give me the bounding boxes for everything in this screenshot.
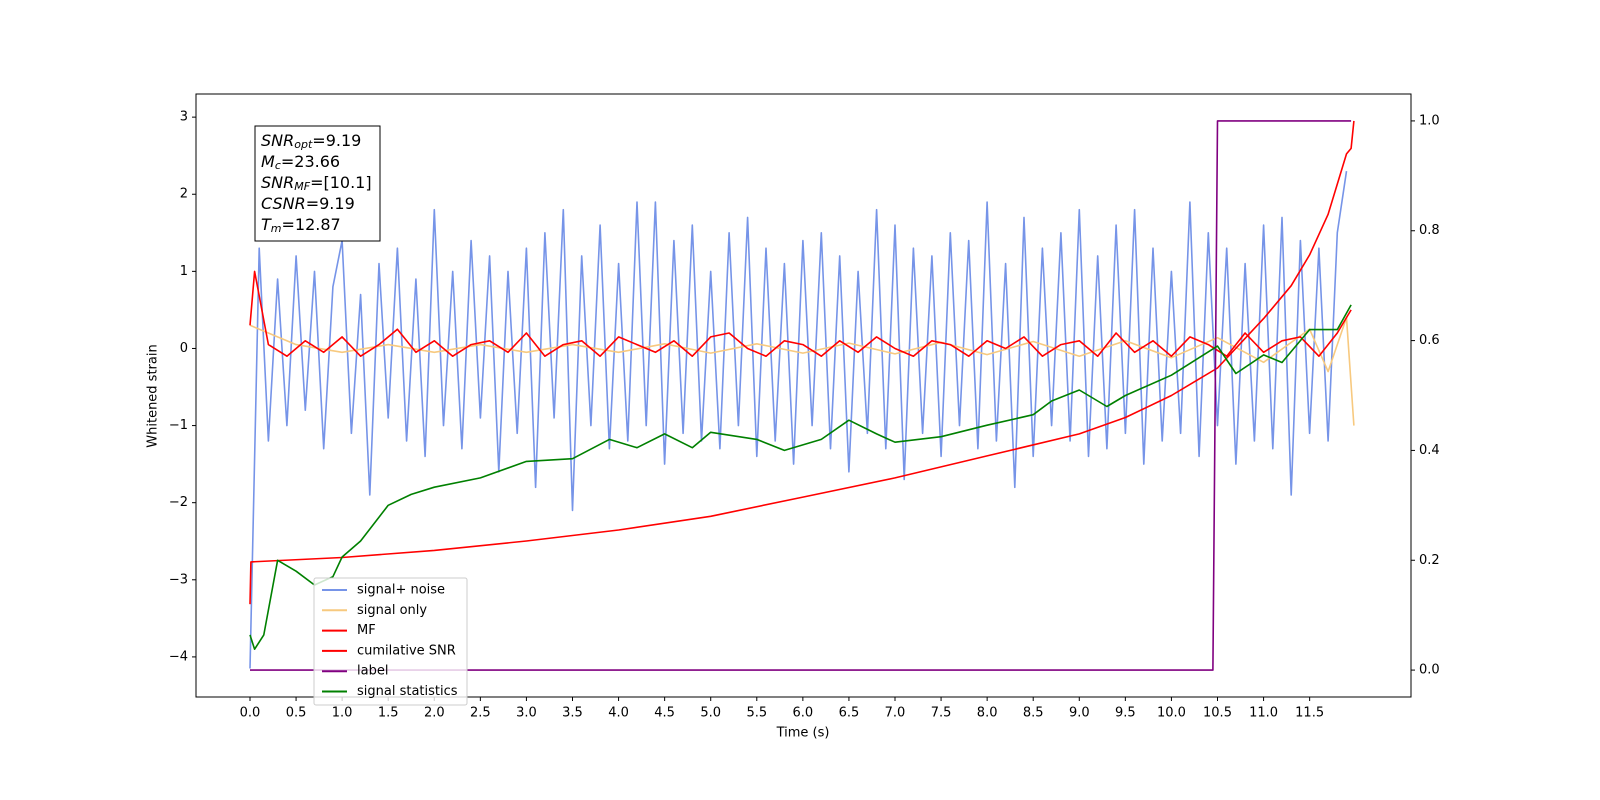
x-tick-label: 7.5 <box>931 706 952 721</box>
x-tick-label: 1.0 <box>332 706 353 721</box>
x-tick-label: 7.0 <box>885 706 906 721</box>
x-tick-label: 0.5 <box>286 706 307 721</box>
plot-area <box>249 120 1355 671</box>
x-tick-label: 11.0 <box>1249 706 1278 721</box>
series-line <box>249 270 1352 357</box>
annotation-box: SNRopt=9.19Mc=23.66SNRMF=[10.1]CSNR=9.19… <box>254 125 381 242</box>
series-line <box>249 316 1355 426</box>
y-tick-label: −4 <box>169 649 188 664</box>
x-axis-label: Time (s) <box>776 726 830 741</box>
y2-tick-label: 0.2 <box>1419 553 1440 568</box>
y2-tick-label: 0.8 <box>1419 223 1440 238</box>
x-tick-label: 11.5 <box>1295 706 1324 721</box>
legend-label: signal statistics <box>357 684 458 699</box>
series-line <box>250 120 1352 671</box>
annotation-symbol: T <box>261 215 272 234</box>
y-tick-label: 0 <box>180 341 188 356</box>
x-tick-label: 2.5 <box>470 706 491 721</box>
y-tick-label: −2 <box>169 495 188 510</box>
annotation-text: =9.19 <box>312 131 361 150</box>
annotation-symbol: CSNR <box>261 194 306 213</box>
legend-label: label <box>357 664 388 679</box>
x-tick-label: 5.5 <box>746 706 767 721</box>
legend-frame <box>313 577 468 706</box>
annotation: SNRMF=[10.1] <box>261 173 372 194</box>
x-tick-label: 3.5 <box>562 706 583 721</box>
x-tick-label: 4.0 <box>608 706 629 721</box>
legend-label: signal+ noise <box>357 583 445 598</box>
annotation-subscript: opt <box>294 138 313 151</box>
annotation-frame <box>254 125 381 242</box>
y-tick-label: −1 <box>169 418 188 433</box>
y2-tick-label: 0.4 <box>1419 443 1440 458</box>
x-tick-label: 6.5 <box>839 706 860 721</box>
x-tick-label: 9.5 <box>1115 706 1136 721</box>
annotation: SNRopt=9.19 <box>261 131 361 152</box>
annotation-symbol: SNR <box>261 173 294 192</box>
legend-label: MF <box>357 623 376 638</box>
y-tick-label: 3 <box>180 110 188 125</box>
annotation: CSNR=9.19 <box>261 194 355 213</box>
y2-tick-label: 1.0 <box>1419 113 1440 128</box>
x-tick-label: 8.5 <box>1023 706 1044 721</box>
x-tick-label: 0.0 <box>240 706 261 721</box>
annotation-text: =12.87 <box>282 215 341 234</box>
annotation-subscript: MF <box>294 180 310 193</box>
y-tick-label: 2 <box>180 187 188 202</box>
y2-tick-label: 0.6 <box>1419 333 1440 348</box>
x-tick-label: 4.5 <box>654 706 675 721</box>
y-axis-label: Whitened strain <box>146 344 161 447</box>
annotation-text: =9.19 <box>306 194 355 213</box>
y-tick-label: −3 <box>169 572 188 587</box>
x-tick-label: 9.0 <box>1069 706 1090 721</box>
annotation-subscript: m <box>271 222 282 235</box>
x-tick-label: 3.0 <box>516 706 537 721</box>
x-tick-label: 5.0 <box>700 706 721 721</box>
x-tick-label: 1.5 <box>378 706 399 721</box>
annotation: Tm=12.87 <box>261 215 341 236</box>
annotation-symbol: M <box>261 152 275 171</box>
annotation-symbol: SNR <box>261 131 294 150</box>
axes-frame <box>195 93 1412 698</box>
legend-label: signal only <box>357 603 427 618</box>
series-line <box>249 304 1352 650</box>
annotation-text: =[10.1] <box>310 173 372 192</box>
x-tick-label: 10.0 <box>1157 706 1186 721</box>
annotation-subscript: c <box>275 159 281 172</box>
annotation-text: =23.66 <box>281 152 340 171</box>
legend-label: cumilative SNR <box>357 643 456 658</box>
series-line <box>249 120 1355 605</box>
x-tick-label: 2.0 <box>424 706 445 721</box>
x-tick-label: 10.5 <box>1203 706 1232 721</box>
annotation: Mc=23.66 <box>261 152 340 173</box>
legend: signal+ noise signal only MF cumilative SNR… <box>313 577 468 706</box>
x-tick-label: 6.0 <box>793 706 814 721</box>
x-tick-label: 8.0 <box>977 706 998 721</box>
y2-tick-label: 0.0 <box>1419 663 1440 678</box>
y-tick-label: 1 <box>180 264 188 279</box>
